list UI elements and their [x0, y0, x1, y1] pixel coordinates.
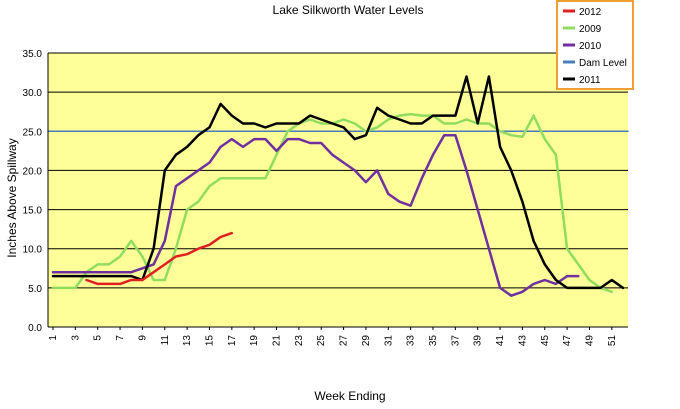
x-tick-label: 19 — [249, 335, 260, 347]
x-tick-label: 17 — [227, 335, 238, 347]
plot-area — [48, 53, 628, 327]
x-tick-label: 33 — [406, 335, 417, 347]
x-tick-label: 13 — [182, 335, 193, 347]
x-tick-label: 15 — [204, 335, 215, 347]
x-tick-label: 23 — [294, 335, 305, 347]
x-tick-label: 45 — [540, 335, 551, 347]
series-lines — [47, 75, 629, 297]
y-tick-label: 5.0 — [28, 284, 42, 295]
legend-label-2010: 2010 — [579, 41, 602, 52]
x-tick-label: 29 — [361, 335, 372, 347]
x-tick-label: 5 — [93, 335, 104, 341]
x-tick-label: 39 — [473, 335, 484, 347]
x-tick-label: 21 — [272, 335, 283, 347]
y-tick-label: 30.0 — [23, 88, 43, 99]
x-tick-label: 27 — [339, 335, 350, 347]
y-tick-labels: 0.0 5.0 10.0 15.0 20.0 25.0 30.0 35.0 — [23, 49, 43, 334]
legend-label-dam-level: Dam Level — [579, 58, 627, 69]
y-tick-label: 25.0 — [23, 127, 43, 138]
x-tick-label: 47 — [562, 335, 573, 347]
x-axis-title: Week Ending — [314, 389, 385, 403]
x-tick-label: 41 — [495, 335, 506, 347]
x-tick-label: 31 — [383, 335, 394, 347]
legend-label-2009: 2009 — [579, 24, 602, 35]
x-tick-label: 1 — [48, 335, 59, 341]
series-line-2012 — [85, 231, 234, 286]
series-line-2011 — [51, 75, 625, 290]
y-tick-label: 20.0 — [23, 166, 43, 177]
legend-label-2011: 2011 — [579, 75, 601, 86]
series-line-2010 — [51, 133, 580, 297]
legend: 2012 2009 2010 Dam Level 2011 — [556, 0, 634, 90]
legend-label-2012: 2012 — [579, 7, 602, 18]
x-tick-label: 37 — [450, 335, 461, 347]
y-axis-title: Inches Above Spillway — [5, 138, 19, 257]
x-tick-labels: 1 3 5 7 9 11 13 15 17 19 21 23 25 27 29 31 33 35 37 39 41 43 4… — [48, 327, 618, 346]
y-tick-label: 15.0 — [23, 206, 43, 217]
x-tick-label: 35 — [428, 335, 439, 347]
y-tick-label: 35.0 — [23, 49, 43, 60]
x-tick-label: 25 — [316, 335, 327, 347]
x-tick-label: 9 — [137, 335, 148, 341]
x-tick-label: 11 — [160, 335, 171, 346]
x-tick-label: 43 — [517, 335, 528, 347]
y-tick-label: 10.0 — [23, 245, 43, 256]
x-tick-label: 51 — [607, 335, 618, 347]
chart-title: Lake Silkworth Water Levels — [273, 3, 424, 17]
x-tick-label: 49 — [584, 335, 595, 347]
y-tick-label: 0.0 — [28, 323, 42, 334]
x-tick-label: 7 — [115, 335, 126, 341]
x-tick-label: 3 — [70, 335, 81, 341]
